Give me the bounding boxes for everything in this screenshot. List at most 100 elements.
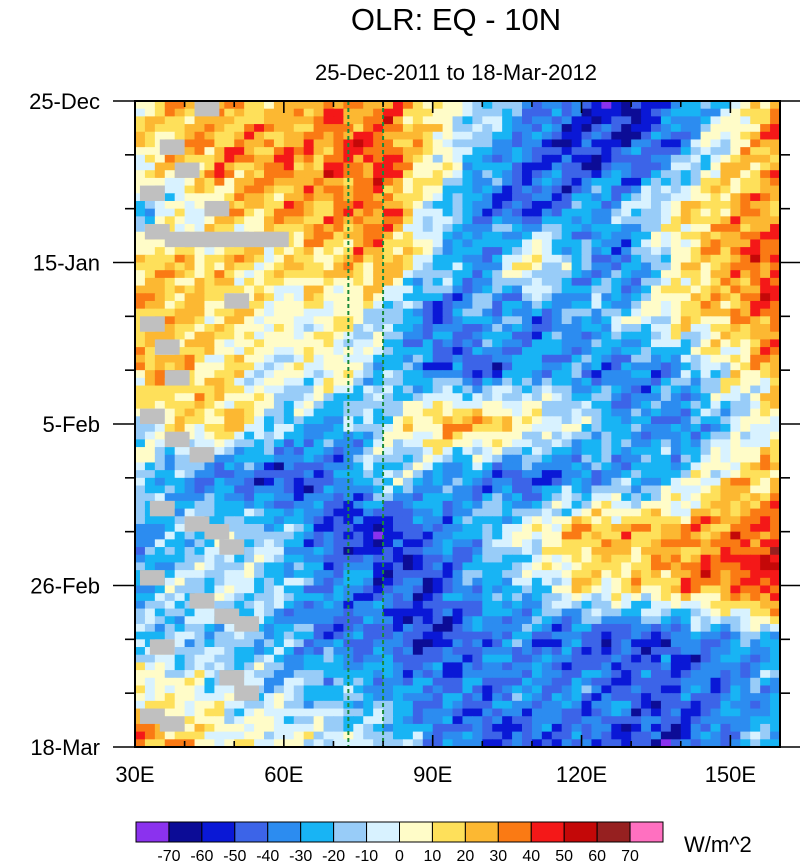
field-cell	[363, 631, 374, 640]
field-cell	[522, 477, 533, 487]
field-cell	[402, 639, 414, 648]
field-cell	[700, 224, 712, 233]
field-cell	[690, 531, 702, 540]
field-cell	[432, 347, 444, 356]
field-cell	[541, 154, 553, 164]
field-cell	[353, 393, 364, 402]
field-cell	[720, 631, 731, 640]
field-cell	[402, 147, 414, 156]
field-cell	[273, 623, 285, 633]
field-cell	[581, 247, 593, 256]
field-cell	[264, 277, 275, 287]
field-cell	[740, 177, 751, 187]
field-cell	[641, 377, 652, 387]
field-cell	[512, 662, 523, 671]
field-cell	[264, 508, 275, 517]
field-cell	[710, 508, 722, 517]
field-cell	[641, 154, 652, 164]
field-cell	[512, 523, 523, 533]
field-cell	[512, 577, 523, 587]
field-cell	[680, 262, 692, 271]
field-cell	[154, 523, 166, 533]
field-cell	[710, 254, 722, 264]
field-cell	[760, 531, 771, 540]
field-cell	[700, 200, 712, 210]
field-cell	[353, 385, 364, 394]
field-cell	[273, 316, 285, 325]
field-cell	[601, 608, 612, 617]
field-cell	[383, 454, 394, 464]
field-cell	[740, 547, 751, 556]
field-cell	[760, 547, 771, 556]
field-cell	[393, 147, 404, 156]
field-cell	[383, 493, 394, 502]
field-cell	[750, 424, 761, 433]
field-cell	[402, 454, 414, 464]
field-cell	[303, 500, 315, 510]
field-cell	[462, 408, 473, 417]
field-cell	[472, 424, 483, 433]
field-cell	[303, 539, 315, 548]
field-cell	[750, 623, 761, 633]
field-cell	[740, 562, 751, 571]
field-cell	[710, 139, 722, 148]
field-cell	[482, 662, 493, 671]
field-cell	[641, 308, 652, 317]
field-cell	[164, 254, 176, 264]
field-cell	[383, 147, 394, 156]
field-cell	[194, 470, 206, 479]
field-cell	[363, 462, 374, 471]
field-cell	[601, 285, 612, 294]
field-cell	[502, 408, 513, 417]
field-cell	[660, 108, 672, 117]
field-cell	[214, 370, 225, 379]
field-cell	[670, 554, 682, 564]
field-cell	[264, 247, 275, 256]
field-cell	[621, 477, 632, 487]
field-cell	[720, 339, 731, 348]
field-cell	[224, 500, 235, 510]
field-cell	[700, 185, 712, 194]
field-cell	[303, 370, 315, 379]
field-cell	[412, 539, 424, 548]
field-cell	[760, 347, 771, 356]
field-cell	[770, 447, 781, 456]
field-cell	[541, 470, 553, 479]
field-cell	[561, 124, 573, 133]
field-cell	[551, 431, 563, 440]
field-cell	[452, 131, 464, 141]
field-cell	[452, 631, 464, 640]
field-cell	[710, 124, 722, 133]
field-cell	[670, 385, 682, 394]
field-cell	[591, 285, 602, 294]
field-cell	[680, 631, 692, 640]
field-cell	[264, 470, 275, 479]
field-cell	[581, 677, 593, 687]
field-cell	[412, 454, 424, 464]
field-cell	[402, 193, 414, 202]
field-cell	[353, 239, 364, 248]
field-cell	[333, 439, 344, 448]
field-cell	[323, 531, 335, 540]
field-cell	[174, 485, 186, 494]
field-cell	[591, 408, 602, 417]
field-cell	[571, 200, 583, 210]
field-cell	[313, 139, 325, 148]
field-cell	[442, 608, 454, 617]
field-cell	[492, 316, 503, 325]
field-cell	[442, 139, 454, 148]
field-cell	[313, 216, 325, 225]
field-cell	[353, 131, 364, 141]
field-cell	[452, 347, 464, 356]
field-cell	[264, 177, 275, 187]
field-cell	[531, 154, 543, 164]
field-cell	[680, 254, 692, 264]
field-cell	[611, 277, 622, 287]
field-cell	[393, 416, 404, 425]
field-cell	[402, 154, 414, 164]
field-cell	[393, 424, 404, 433]
field-cell	[174, 324, 186, 333]
field-cell	[194, 293, 206, 302]
field-cell	[531, 570, 543, 579]
field-cell	[551, 439, 563, 448]
